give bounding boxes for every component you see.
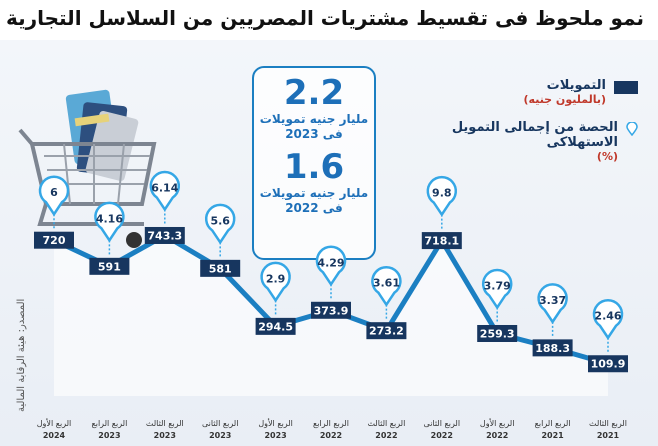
stat-2023-line1: مليار جنيه تمويلات — [259, 112, 369, 126]
shopping-cart-icon — [18, 89, 157, 248]
stats-box: 2.2 مليار جنيه تمويلات فى 2023 1.6 مليار… — [252, 66, 376, 260]
chart-legend: التمويلات (بالمليون جنيه) الحصة من إجمال… — [408, 78, 638, 163]
legend-unit-financing: (بالمليون جنيه) — [523, 93, 607, 106]
source-text: المصدر: هيئة الرقابة المالية — [16, 298, 27, 412]
legend-swatch-financing — [614, 81, 638, 94]
legend-label-financing: التمويلات — [546, 78, 606, 93]
location-pin-icon — [626, 122, 638, 136]
legend-item-share: الحصة من إجمالى التمويل الاستهلاكى (%) — [408, 120, 638, 163]
stat-2023-value: 2.2 — [283, 73, 345, 113]
page-title: نمو ملحوظ فى تقسيط مشتريات المصريين من ا… — [5, 6, 644, 30]
legend-label-share: الحصة من إجمالى التمويل الاستهلاكى — [451, 120, 618, 150]
legend-item-financing: التمويلات (بالمليون جنيه) — [408, 78, 638, 106]
stat-2023-line2: فى 2023 — [285, 127, 343, 141]
stat-2022-line2: فى 2022 — [285, 201, 343, 215]
stat-2022-line1: مليار جنيه تمويلات — [259, 186, 369, 200]
source-note: المصدر: هيئة الرقابة المالية — [4, 299, 27, 412]
stat-2022-value: 1.6 — [283, 147, 345, 187]
legend-unit-share: (%) — [596, 150, 618, 163]
